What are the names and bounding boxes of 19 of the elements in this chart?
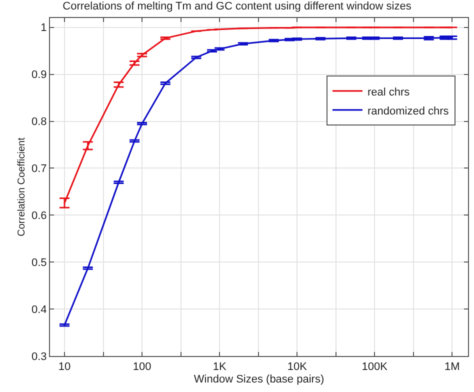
x-tick-label: 1K: [212, 361, 227, 374]
y-tick-label: 0.8: [32, 116, 47, 128]
legend-label: randomized chrs: [367, 105, 450, 118]
x-tick-label: 1M: [444, 361, 460, 374]
y-tick-label: 1: [40, 22, 47, 34]
legend-label: real chrs: [367, 86, 410, 98]
y-tick-label: 0.7: [32, 163, 47, 176]
x-tick-label: 100K: [362, 361, 388, 374]
chart-title: Correlations of melting Tm and GC content using different window sizes: [62, 0, 412, 13]
x-axis-title: Window Sizes (base pairs): [194, 373, 324, 386]
x-tick-label: 10: [58, 361, 71, 374]
y-axis-title: Correlation Coefficient: [16, 137, 28, 236]
x-tick-label: 100: [132, 361, 152, 374]
y-tick-label: 0.5: [32, 256, 47, 269]
y-tick-label: 0.4: [32, 304, 47, 316]
x-tick-label: 10K: [287, 361, 308, 374]
y-tick-label: 0.9: [32, 69, 47, 82]
y-tick-label: 0.6: [32, 210, 47, 222]
y-tick-label: 0.3: [32, 350, 47, 363]
